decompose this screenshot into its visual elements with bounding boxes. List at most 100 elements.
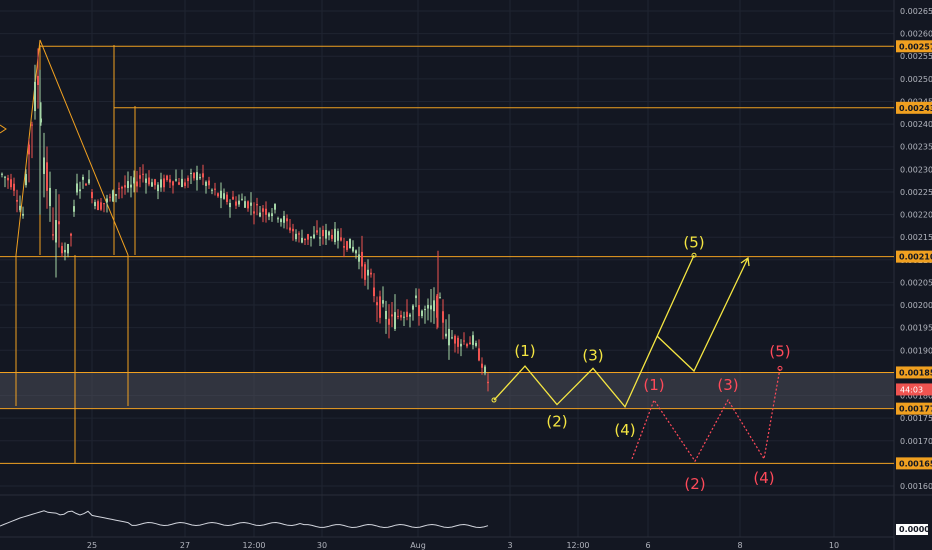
candle-body [358,254,360,262]
bearish-wave-path [631,368,781,463]
candle-body [376,302,378,306]
candle-body [43,157,45,174]
indicator-tag-bg [896,524,928,535]
candle-body [322,229,324,237]
candle-body [355,250,357,254]
candle-body [331,234,333,239]
candle-body [58,221,60,225]
candle-body [121,187,123,189]
candle-body [37,75,39,85]
candle-body [451,337,453,339]
candle-body [157,184,159,192]
candle-body [403,316,405,318]
level-tag: 0.001851 [896,366,932,379]
candle-body [205,181,207,186]
bullish-wave-label: (4) [614,421,635,439]
candle-body [415,295,417,299]
candle-body [241,198,243,200]
candle-body [313,234,315,239]
candle-body [49,187,51,207]
candle-body [181,178,183,187]
candle-body [175,179,177,181]
x-tick-label: 12:00 [566,541,589,550]
x-tick-label: 27 [180,541,190,550]
candle-body [379,296,381,318]
candle-body [187,177,189,182]
candle-body [256,204,258,206]
candle-body [307,234,309,240]
candle-body [391,314,393,317]
candle-body [298,233,300,235]
countdown-tag-text: 44:03 [900,385,923,394]
candle-body [61,246,63,254]
candle-body [208,180,210,186]
candle-body [277,218,279,220]
candle-body [385,310,387,320]
candle-body [34,81,36,112]
indicator-line [0,510,489,529]
x-tick-label: 25 [87,541,97,550]
candle-body [235,201,237,206]
candle-body [244,201,246,208]
candle-body [481,363,483,368]
bearish-wave-label: (1) [643,376,664,394]
candle-body [127,181,129,188]
candle-body [115,194,117,196]
candle-body [469,342,471,345]
candle-body [457,337,459,347]
bearish-wave-label: (2) [684,475,705,493]
candle-body [280,219,282,223]
level-tag: 0.001650 [896,457,932,470]
candle-body [382,300,384,304]
candle-body [400,314,402,318]
candle-body [250,202,252,206]
candle-body [439,297,441,299]
alt-projection-arrow [656,257,749,373]
candle-body [286,218,288,222]
candle-body [238,200,240,205]
x-tick-label: 12:00 [242,541,265,550]
candle-body [442,311,444,323]
candle-body [190,172,192,174]
wave-start-dot [491,397,497,403]
candle-body [97,201,99,211]
candle-body [193,172,195,179]
level-tag-text: 0.001771 [899,405,932,414]
bullish-wave-label: (2) [546,413,567,431]
candle-body [136,181,138,187]
candle-body [64,249,66,253]
candle-body [79,189,81,192]
candle-body [184,182,186,186]
candle-body [214,188,216,190]
candle-body [67,244,69,254]
wave-end-dot [777,365,783,371]
triangle-pattern [15,39,129,256]
candle-body [367,269,369,276]
candle-body [106,198,108,203]
candle-body [397,315,399,317]
candle-body [427,304,429,309]
candle-body [1,173,3,175]
candle-body [82,176,84,180]
candle-body [109,196,111,198]
level-tag-bg [896,457,932,470]
x-tick-label: 30 [317,541,327,550]
bearish-wave-label: (5) [769,342,790,360]
candle-body [91,192,93,199]
candle-body [337,231,339,241]
candle-body [283,215,285,223]
level-tag-bg [896,402,932,415]
candle-body [301,237,303,243]
candle-body [76,183,78,193]
candle-body [247,201,249,209]
candle-body [418,305,420,317]
candle-body [46,162,48,191]
candle-body [319,237,321,239]
candle-body [232,196,234,200]
level-tag-text: 0.002436 [899,104,932,113]
bullish-wave-label: (1) [514,342,535,360]
